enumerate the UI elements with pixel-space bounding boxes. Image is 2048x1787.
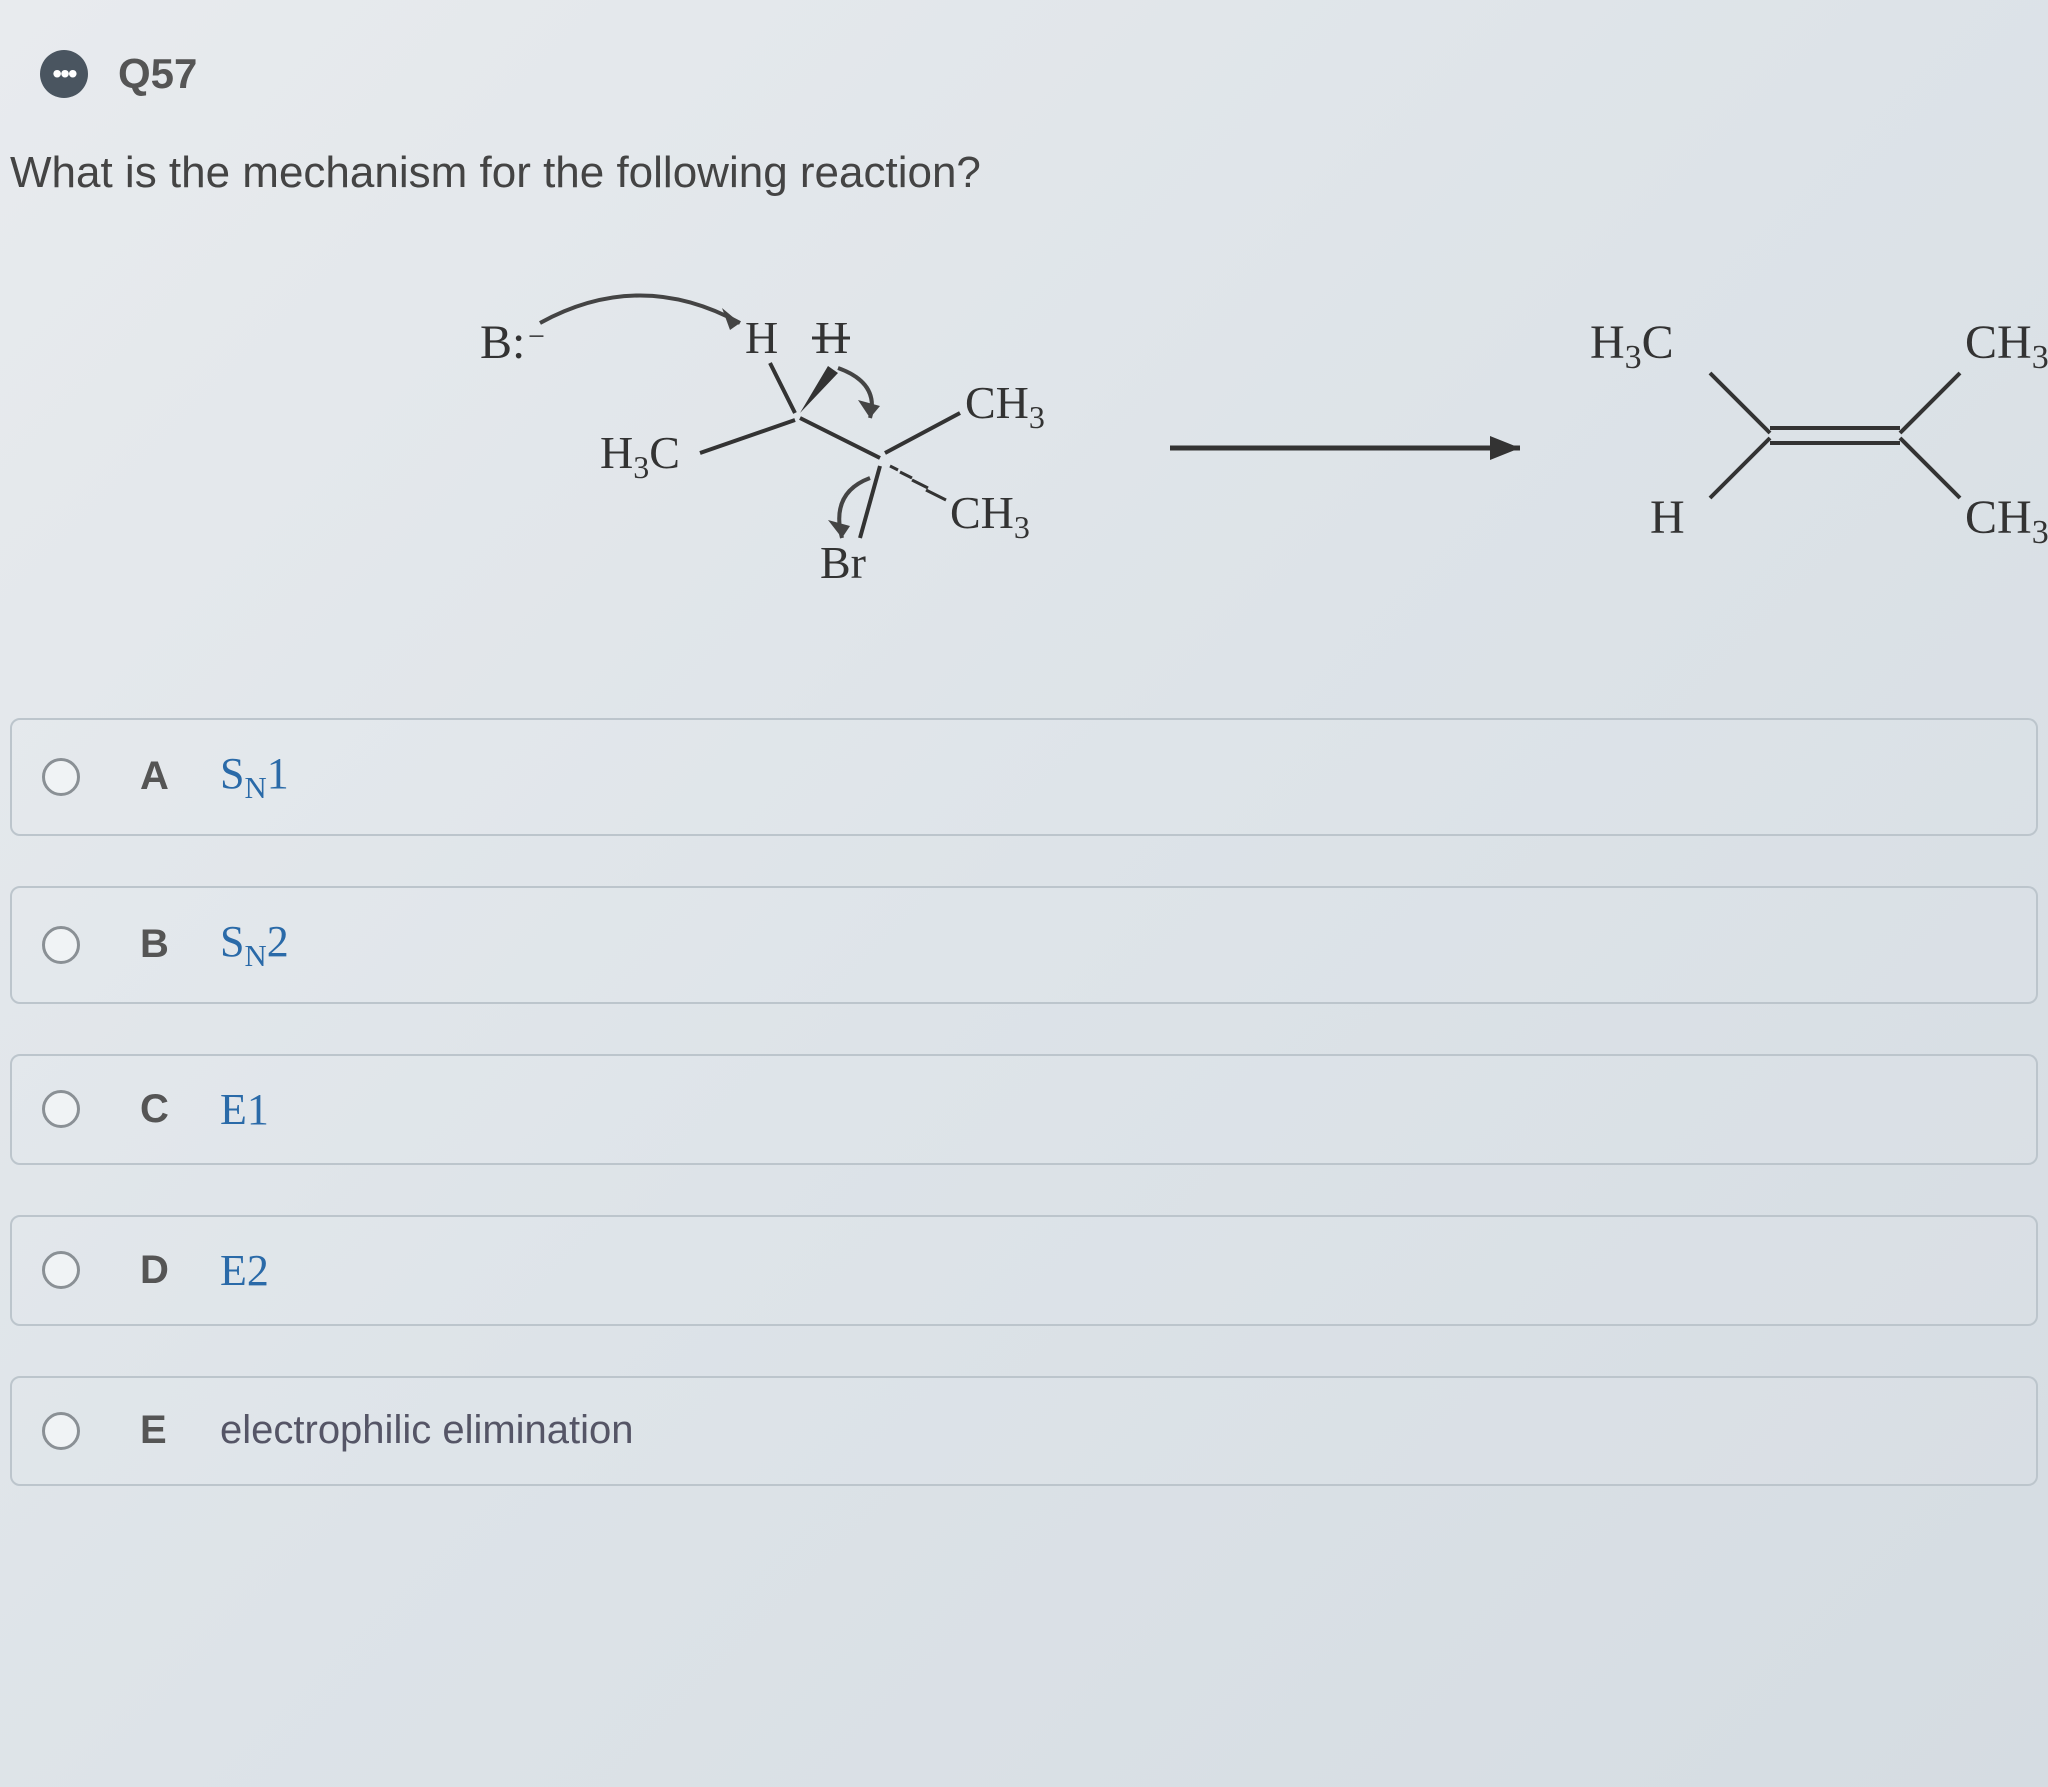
reaction-diagram: B: − H H H3C CH3 CH3	[0, 238, 2048, 658]
product-ch3-1: CH3	[1965, 316, 2048, 376]
radio-c[interactable]	[42, 1090, 80, 1128]
option-text: SN2	[220, 916, 289, 974]
option-letter: A	[140, 754, 220, 799]
reaction-svg: B: − H H H3C CH3 CH3	[0, 238, 2048, 658]
beta-H1: H	[745, 312, 778, 363]
question-prompt: What is the mechanism for the following …	[0, 98, 2048, 198]
product-h3c: H3C	[1590, 316, 1674, 376]
radio-d[interactable]	[42, 1251, 80, 1289]
option-d[interactable]: D E2	[10, 1215, 2038, 1326]
mechanism-arrow-1	[540, 296, 740, 324]
radio-e[interactable]	[42, 1412, 80, 1450]
option-a[interactable]: A SN1	[10, 718, 2038, 836]
radio-a[interactable]	[42, 758, 80, 796]
option-letter: B	[140, 922, 220, 967]
menu-icon[interactable]: •••	[40, 50, 88, 98]
hashed-bond	[890, 466, 946, 500]
svg-text:−: −	[528, 320, 545, 353]
option-text: E1	[220, 1084, 269, 1135]
reactant-h3c: H3C	[600, 427, 680, 485]
question-header: ••• Q57	[0, 0, 2048, 98]
leaving-group: Br	[820, 537, 866, 588]
reactant-ch3-2: CH3	[950, 487, 1030, 545]
product-h: H	[1650, 491, 1685, 544]
option-text: E2	[220, 1245, 269, 1296]
option-e[interactable]: E electrophilic elimination	[10, 1376, 2038, 1486]
product-ch3-2: CH3	[1965, 491, 2048, 551]
answer-options: A SN1 B SN2 C E1 D E2 E electrophilic el…	[0, 718, 2048, 1486]
option-letter: D	[140, 1248, 220, 1293]
option-c[interactable]: C E1	[10, 1054, 2038, 1165]
base-label: B:	[480, 316, 525, 369]
question-number: Q57	[118, 50, 197, 98]
reactant-ch3-1: CH3	[965, 377, 1045, 435]
radio-b[interactable]	[42, 926, 80, 964]
option-b[interactable]: B SN2	[10, 886, 2038, 1004]
option-letter: E	[140, 1408, 220, 1453]
option-letter: C	[140, 1087, 220, 1132]
option-text: SN1	[220, 748, 289, 806]
option-text: electrophilic elimination	[220, 1408, 634, 1453]
